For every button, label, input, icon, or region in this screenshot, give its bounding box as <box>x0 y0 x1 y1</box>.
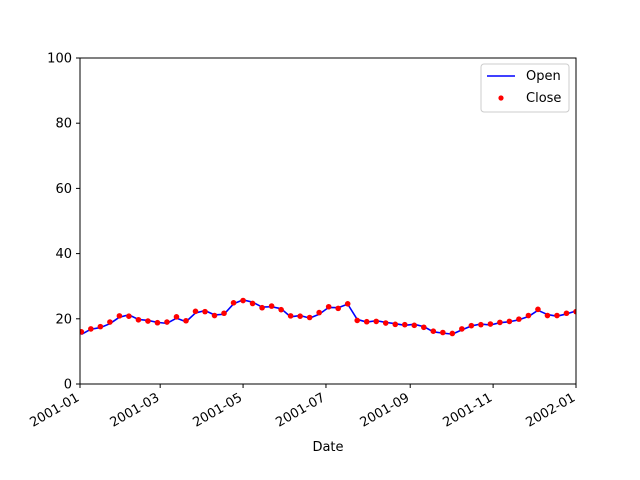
data-point-close <box>164 319 170 325</box>
data-point-close <box>316 309 322 316</box>
y-tick-label: 0 <box>64 378 72 393</box>
x-axis-label: Date <box>312 440 343 455</box>
data-point-close <box>478 321 484 328</box>
data-point-close <box>440 329 446 336</box>
y-tick-label: 100 <box>47 52 72 67</box>
y-axis-ticks: 0 20 40 60 80 100 <box>47 52 80 393</box>
legend: Open Close <box>480 63 570 113</box>
data-point-close <box>306 314 313 321</box>
data-point-close <box>449 330 456 337</box>
data-point-close <box>516 316 522 322</box>
legend-open-label: Open <box>526 69 561 84</box>
data-point-close <box>278 306 284 313</box>
data-point-close <box>126 313 132 319</box>
data-point-close <box>107 319 113 325</box>
data-point-close <box>221 310 227 317</box>
data-point-close <box>259 304 265 311</box>
series-layer <box>80 297 576 337</box>
data-point-close <box>249 300 256 307</box>
y-tick-label: 80 <box>55 117 72 132</box>
data-point-close <box>80 329 85 335</box>
y-tick-label: 60 <box>55 182 72 197</box>
data-point-close <box>459 326 465 332</box>
data-point-close <box>135 316 142 323</box>
data-point-close <box>240 297 246 304</box>
legend-close-swatch <box>498 95 504 101</box>
data-point-close <box>116 313 123 319</box>
data-point-close <box>335 305 341 312</box>
data-point-close <box>183 317 189 324</box>
plot-series <box>80 297 576 337</box>
y-tick-label: 20 <box>55 312 72 327</box>
data-point-close <box>344 301 351 307</box>
data-point-close <box>88 326 94 332</box>
data-point-close <box>192 308 199 315</box>
data-point-close <box>535 306 541 313</box>
data-point-close <box>525 312 532 319</box>
data-point-close <box>430 328 437 334</box>
y-tick-label: 40 <box>55 247 72 262</box>
plot-area-frame <box>79 57 577 385</box>
data-point-close <box>468 322 475 329</box>
data-point-close <box>154 319 161 326</box>
data-point-close <box>230 300 237 306</box>
data-point-close <box>392 321 399 328</box>
data-point-close <box>145 318 151 324</box>
data-point-close <box>363 318 370 325</box>
data-point-close <box>497 319 503 326</box>
data-point-close <box>211 312 218 319</box>
data-point-close <box>554 312 560 319</box>
data-point-close <box>506 318 513 325</box>
data-point-close <box>97 323 104 330</box>
legend-close-label: Close <box>526 91 561 106</box>
data-point-close <box>354 317 361 324</box>
data-point-close <box>268 303 275 309</box>
data-point-close <box>573 308 576 315</box>
data-point-close <box>401 321 408 328</box>
data-point-close <box>373 318 380 325</box>
data-point-close <box>421 324 427 331</box>
data-point-close <box>202 308 208 315</box>
data-point-close <box>325 303 332 310</box>
data-point-close <box>173 314 180 320</box>
data-point-close <box>297 313 303 319</box>
data-point-close <box>382 320 389 326</box>
data-point-close <box>411 322 418 329</box>
data-point-close <box>487 321 494 327</box>
data-point-close <box>563 310 570 317</box>
data-point-close <box>287 313 294 319</box>
data-point-close <box>544 312 551 319</box>
